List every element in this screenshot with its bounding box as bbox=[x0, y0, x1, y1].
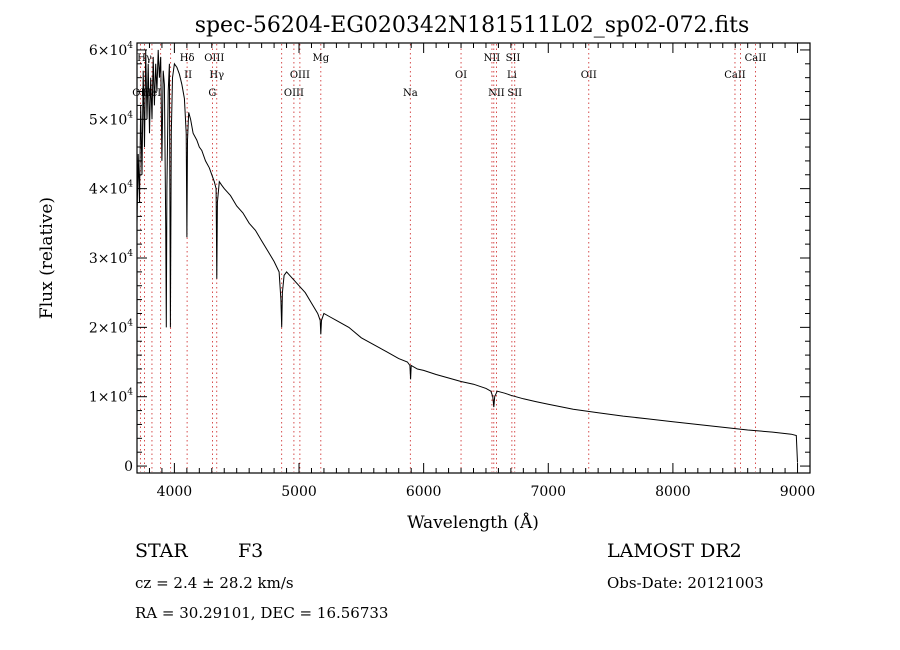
spectral-line-label: Hγ bbox=[209, 70, 224, 81]
y-tick-label: 4×104 bbox=[89, 180, 133, 198]
survey-name: LAMOST DR2 bbox=[607, 540, 742, 562]
spectral-line-label: NII bbox=[484, 53, 501, 64]
x-axis-label: Wavelength (Å) bbox=[407, 512, 539, 533]
x-tick-label: 6000 bbox=[406, 484, 442, 500]
spectral-line-label: G bbox=[208, 88, 216, 99]
y-tick-label: 0 bbox=[124, 459, 133, 475]
x-tick-label: 8000 bbox=[655, 484, 691, 500]
spectral-line-label: HeI bbox=[143, 88, 162, 99]
spectral-line-label: Na bbox=[403, 88, 418, 99]
axis-ticks bbox=[136, 43, 811, 473]
y-tick-label: 1×104 bbox=[89, 388, 133, 406]
observation-date: Obs-Date: 20121003 bbox=[607, 574, 764, 592]
spectral-line-label: CaII bbox=[724, 70, 746, 81]
x-tick-labels: 4000 5000 6000 7000 8000 9000 bbox=[157, 484, 816, 500]
spectral-line-label: SII bbox=[506, 53, 521, 64]
x-tick-label: 9000 bbox=[780, 484, 816, 500]
spectral-line-label: Hγ bbox=[137, 53, 152, 64]
coordinates: RA = 30.29101, DEC = 16.56733 bbox=[135, 604, 389, 622]
chart-title: spec-56204-EG020342N181511L02_sp02-072.f… bbox=[195, 13, 750, 38]
spectrum-line bbox=[136, 49, 798, 463]
x-tick-label: 4000 bbox=[157, 484, 193, 500]
spectral-line-label: Mg bbox=[313, 53, 330, 64]
spectral-line-label: CaII bbox=[745, 53, 767, 64]
spectral-line-label: OIII bbox=[290, 70, 310, 81]
y-tick-label: 5×104 bbox=[89, 110, 133, 128]
plot-frame bbox=[136, 42, 811, 474]
spectral-line-label: NII bbox=[488, 88, 505, 99]
redshift-velocity: cz = 2.4 ± 28.2 km/s bbox=[135, 574, 294, 592]
spectral-line-label: OII bbox=[132, 88, 148, 99]
spectral-line-label: OII bbox=[581, 70, 597, 81]
y-tick-label: 2×104 bbox=[89, 318, 133, 336]
spectral-line-label: Hδ bbox=[180, 53, 195, 64]
x-tick-label: 7000 bbox=[530, 484, 566, 500]
spectral-line-label: II bbox=[184, 70, 192, 81]
y-tick-label: 3×104 bbox=[89, 249, 133, 267]
spectral-line-label: OIII bbox=[284, 88, 304, 99]
object-class: STAR bbox=[135, 540, 188, 562]
spectral-line-label: OI bbox=[455, 70, 467, 81]
object-subclass: F3 bbox=[238, 540, 264, 562]
y-tick-labels: 0 1×104 2×104 3×104 4×104 5×104 6×104 bbox=[89, 41, 133, 475]
spectral-line-label: SII bbox=[507, 88, 522, 99]
spectral-line-guides bbox=[139, 44, 756, 472]
y-axis-label: Flux (relative) bbox=[37, 197, 57, 319]
spectral-line-label: OIII bbox=[204, 53, 224, 64]
x-tick-label: 5000 bbox=[281, 484, 317, 500]
y-tick-label: 6×104 bbox=[89, 41, 133, 59]
spectral-line-label: Li bbox=[507, 70, 517, 81]
